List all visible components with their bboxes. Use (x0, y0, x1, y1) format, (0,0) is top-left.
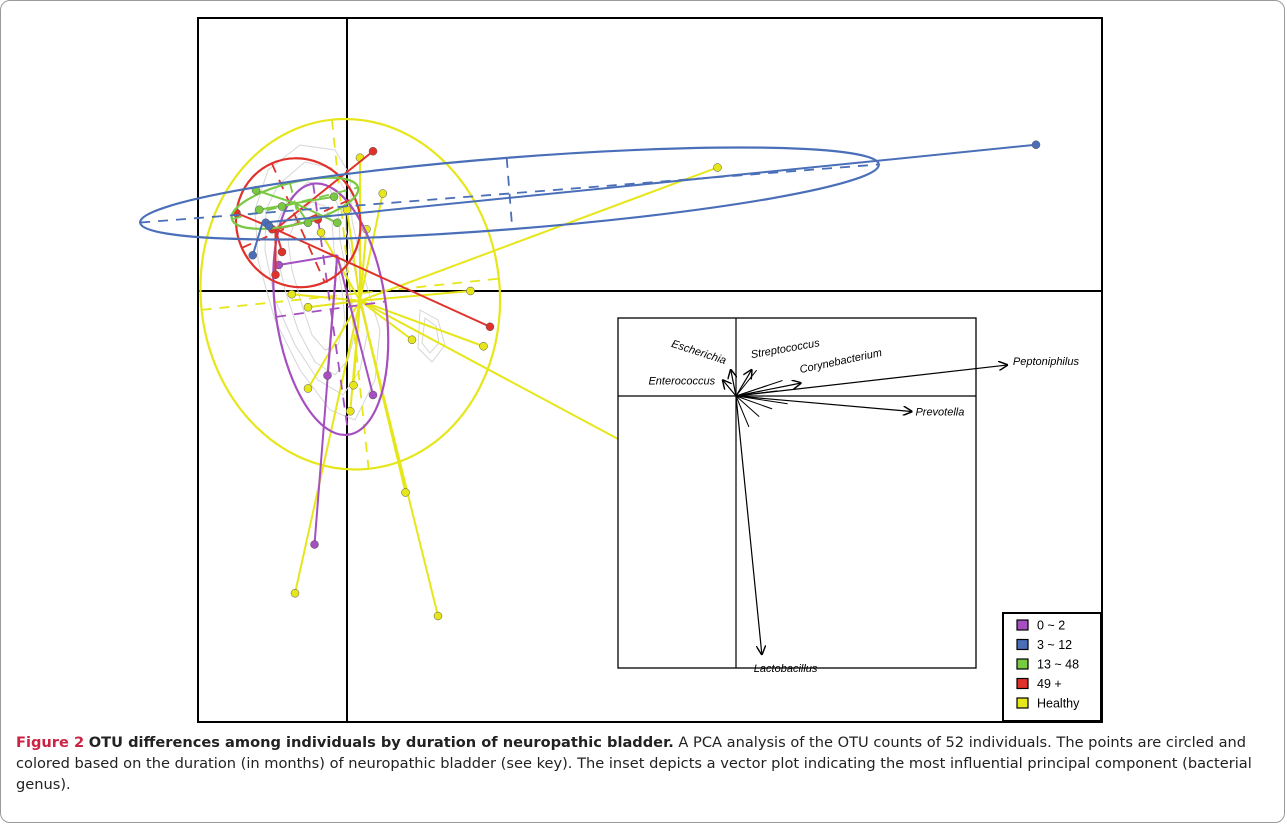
data-point (316, 228, 326, 237)
data-point (713, 163, 722, 172)
data-point (333, 218, 342, 227)
data-point (290, 589, 300, 598)
legend-swatch (1016, 638, 1029, 651)
point-spoke (255, 189, 296, 205)
data-point (255, 205, 264, 214)
point-spoke (291, 293, 361, 302)
point-spoke (274, 150, 374, 231)
ellipse-minor-axis (505, 157, 514, 230)
legend-swatch (1016, 658, 1029, 670)
caption-text: A PCA analysis of the OTU counts of 52 i… (16, 734, 1252, 793)
figure-caption: Figure 2 OTU differences among individua… (16, 732, 1268, 795)
point-spoke (349, 300, 361, 412)
minor-vector (735, 395, 750, 428)
ellipse-minor-axis (312, 183, 350, 435)
figure-label: Figure 2 (16, 734, 85, 751)
data-point (303, 303, 313, 312)
legend-label: 0 ~ 2 (1037, 619, 1065, 633)
data-point (407, 335, 417, 344)
data-point (277, 247, 287, 257)
figure-title: OTU differences among individuals by dur… (88, 734, 674, 751)
point-spoke (359, 290, 471, 302)
point-spoke (336, 255, 374, 396)
point-spoke (307, 300, 361, 390)
data-point (303, 218, 313, 227)
vector-escherichia (731, 370, 736, 397)
minor-vector (735, 380, 783, 397)
inset-border (617, 317, 977, 669)
data-point (248, 251, 257, 260)
data-point (433, 611, 443, 621)
vector-enterococcus (723, 381, 737, 397)
point-spoke (294, 300, 361, 594)
point-spoke (359, 300, 439, 617)
data-point (349, 381, 358, 390)
point-spoke (294, 195, 335, 205)
vector-peptoniphilus (735, 365, 1007, 397)
ellipse-major-axis (201, 277, 500, 311)
legend-label: 13 ~ 48 (1037, 658, 1079, 672)
minor-vector (735, 395, 773, 410)
point-spoke (313, 255, 339, 545)
point-spoke (359, 166, 718, 302)
vector-label-peptoniphilus: Peptoniphilus (1013, 356, 1080, 368)
data-point (1031, 140, 1041, 149)
point-spoke (262, 143, 1037, 224)
legend-label: 49 + (1037, 677, 1062, 691)
legend-swatch (1016, 697, 1029, 709)
groups-layer (139, 117, 1041, 621)
data-point (277, 202, 287, 211)
legend-label: 3 ~ 12 (1037, 638, 1072, 652)
vector-lactobacillus (735, 395, 762, 654)
data-point (329, 192, 339, 201)
legend-swatch (1016, 677, 1029, 690)
vector-inset: PeptoniphilusPrevotellaCorynebacteriumSt… (617, 317, 1080, 675)
data-point (271, 270, 280, 279)
data-point (264, 221, 274, 231)
vector-corynebacterium (735, 383, 801, 397)
point-spoke (294, 202, 338, 224)
vector-streptococcus (735, 370, 751, 397)
vector-label-enterococcus: Enterococcus (648, 376, 715, 388)
point-spoke (278, 254, 338, 266)
ellipse-major-axis (140, 163, 879, 224)
point-spoke (359, 299, 484, 348)
data-point (310, 540, 319, 549)
data-point (346, 407, 355, 416)
data-point (368, 147, 378, 156)
data-point (401, 488, 410, 497)
data-point (466, 286, 475, 296)
minor-vector (735, 369, 758, 397)
vector-label-prevotella: Prevotella (915, 406, 964, 418)
legend-swatch (1016, 619, 1029, 631)
minor-vector (735, 395, 760, 418)
vector-prevotella (735, 395, 911, 411)
group-3-12 (139, 140, 1041, 260)
data-point (368, 390, 378, 400)
legend-label: Healthy (1037, 697, 1080, 711)
point-spoke (359, 229, 368, 301)
legend: 0 ~ 2 3 ~ 12 13 ~ 48 49 + Healthy (1002, 612, 1102, 722)
data-point (323, 371, 332, 380)
data-point (303, 384, 313, 393)
point-spoke (251, 222, 264, 256)
data-point (479, 342, 488, 351)
vector-label-lactobacillus: Lactobacillus (754, 663, 818, 675)
plot-border (197, 17, 1103, 723)
point-spoke (359, 299, 413, 341)
data-point (378, 189, 387, 198)
point-spoke (359, 299, 634, 448)
point-spoke (275, 228, 491, 328)
data-point (287, 290, 296, 299)
data-point (485, 322, 495, 331)
